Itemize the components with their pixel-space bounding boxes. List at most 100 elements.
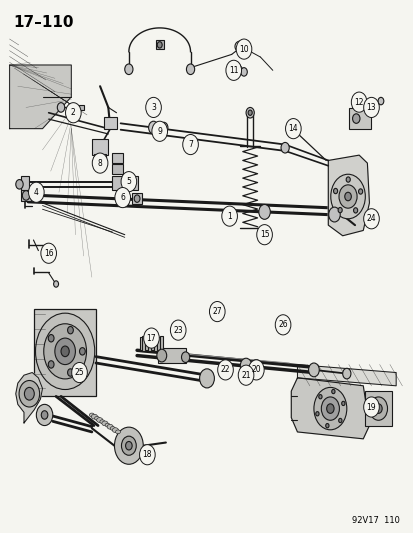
Text: 16: 16 <box>44 249 53 258</box>
Polygon shape <box>9 65 71 128</box>
Circle shape <box>320 397 339 420</box>
Text: 22: 22 <box>220 366 230 374</box>
Bar <box>104 117 116 128</box>
Text: 12: 12 <box>354 98 363 107</box>
Bar <box>132 193 142 205</box>
Circle shape <box>374 404 381 414</box>
Circle shape <box>115 188 130 208</box>
Circle shape <box>79 348 85 355</box>
Circle shape <box>217 360 233 380</box>
Circle shape <box>121 436 136 455</box>
Circle shape <box>353 208 357 213</box>
Bar <box>348 109 370 128</box>
Circle shape <box>240 68 247 76</box>
Circle shape <box>57 103 64 112</box>
Text: 14: 14 <box>288 124 297 133</box>
Circle shape <box>237 365 253 385</box>
Circle shape <box>152 121 167 141</box>
Text: 20: 20 <box>251 366 261 374</box>
Text: 11: 11 <box>228 66 238 75</box>
Circle shape <box>358 189 362 194</box>
Circle shape <box>331 390 334 394</box>
Ellipse shape <box>89 413 94 417</box>
Bar <box>157 348 186 363</box>
Circle shape <box>341 401 344 406</box>
Text: 92V17  110: 92V17 110 <box>351 516 399 525</box>
Text: 24: 24 <box>366 214 375 223</box>
Text: 18: 18 <box>142 450 152 459</box>
Circle shape <box>363 397 378 417</box>
Text: 1: 1 <box>227 212 231 221</box>
Polygon shape <box>16 373 43 423</box>
Bar <box>160 336 163 351</box>
Circle shape <box>245 108 254 118</box>
Circle shape <box>119 195 125 203</box>
Polygon shape <box>297 365 395 386</box>
Circle shape <box>65 103 81 123</box>
Circle shape <box>55 338 75 365</box>
Circle shape <box>36 313 95 390</box>
Bar <box>151 337 154 350</box>
Circle shape <box>54 281 58 287</box>
Circle shape <box>125 441 132 450</box>
Text: 21: 21 <box>241 370 250 379</box>
Circle shape <box>121 172 136 192</box>
Circle shape <box>114 427 143 464</box>
Circle shape <box>143 328 159 348</box>
Text: 17–110: 17–110 <box>14 14 74 30</box>
Text: 6: 6 <box>120 193 125 202</box>
Bar <box>21 190 31 201</box>
Circle shape <box>247 110 252 115</box>
Bar <box>78 105 84 110</box>
Text: 4: 4 <box>34 188 39 197</box>
Circle shape <box>280 142 289 153</box>
Circle shape <box>318 394 321 399</box>
Circle shape <box>139 445 155 465</box>
Text: 27: 27 <box>212 307 221 316</box>
Bar <box>157 337 160 350</box>
Text: 25: 25 <box>74 368 84 377</box>
Ellipse shape <box>112 428 118 433</box>
Circle shape <box>48 335 54 342</box>
Circle shape <box>275 315 290 335</box>
Circle shape <box>41 243 56 263</box>
Text: 10: 10 <box>239 45 248 54</box>
Circle shape <box>338 418 341 423</box>
Circle shape <box>330 174 364 219</box>
Circle shape <box>145 98 161 117</box>
Text: 5: 5 <box>126 177 131 186</box>
Circle shape <box>134 195 140 203</box>
Ellipse shape <box>100 420 104 424</box>
Ellipse shape <box>91 414 97 419</box>
Text: 15: 15 <box>259 230 269 239</box>
Circle shape <box>41 411 48 419</box>
Text: 17: 17 <box>146 334 156 343</box>
Circle shape <box>345 177 349 182</box>
Circle shape <box>363 209 378 229</box>
Bar <box>142 336 145 351</box>
Text: 9: 9 <box>157 127 162 136</box>
Circle shape <box>236 39 251 59</box>
Circle shape <box>159 122 168 133</box>
Text: 2: 2 <box>71 108 76 117</box>
Circle shape <box>256 224 272 245</box>
Bar <box>112 164 122 174</box>
Polygon shape <box>328 155 368 236</box>
Bar <box>94 154 106 160</box>
Circle shape <box>325 424 328 428</box>
Circle shape <box>313 387 346 430</box>
Bar <box>21 176 29 192</box>
Bar <box>155 39 164 49</box>
Circle shape <box>352 114 359 123</box>
Text: 19: 19 <box>366 402 375 411</box>
Circle shape <box>19 381 40 407</box>
Circle shape <box>16 180 23 189</box>
Bar <box>145 337 148 350</box>
Circle shape <box>36 405 53 425</box>
Circle shape <box>22 191 30 200</box>
Circle shape <box>148 121 158 134</box>
Circle shape <box>363 98 378 117</box>
Circle shape <box>285 118 300 139</box>
Circle shape <box>333 188 337 193</box>
Circle shape <box>181 352 189 362</box>
